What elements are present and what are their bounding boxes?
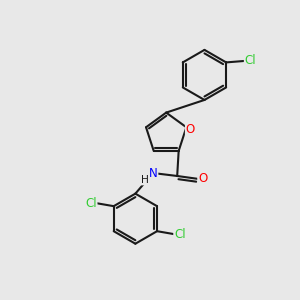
Text: O: O (186, 123, 195, 136)
Text: N: N (149, 167, 158, 179)
Text: Cl: Cl (174, 228, 186, 241)
Text: Cl: Cl (85, 197, 97, 210)
Text: Cl: Cl (245, 54, 256, 68)
Text: H: H (141, 175, 149, 184)
Text: O: O (198, 172, 207, 185)
